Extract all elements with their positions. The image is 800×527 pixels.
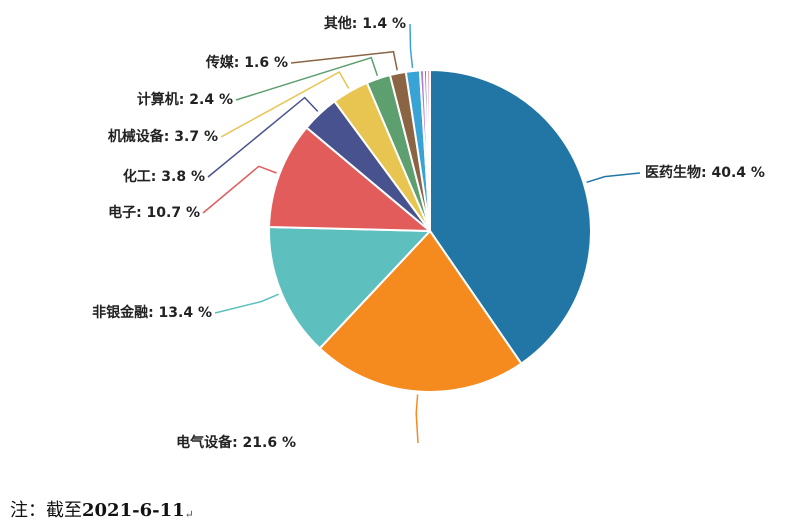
- footnote: 注：截至2021-6-11↵: [10, 496, 194, 522]
- footnote-date: 2021-6-11: [82, 500, 185, 521]
- slice-label-2: 电气设备: 21.6 %: [176, 434, 296, 451]
- pie-slices: [268, 69, 592, 393]
- slice-extra-3: [425, 69, 431, 232]
- slice-label-4: 电子: 10.7 %: [108, 204, 200, 221]
- slice-2: [318, 230, 523, 393]
- slice-label-6: 机械设备: 3.7 %: [108, 128, 218, 145]
- slice-4: [268, 126, 431, 232]
- leader-line-2: [415, 394, 419, 444]
- leader-line-5: [207, 96, 319, 178]
- leader-line-8: [290, 50, 398, 71]
- leader-line-6: [220, 70, 350, 138]
- slice-label-7: 计算机: 2.4 %: [137, 91, 233, 108]
- slice-label-3: 非银金融: 13.4 %: [92, 304, 212, 321]
- leader-line-4: [202, 165, 277, 214]
- leader-line-3: [214, 293, 279, 314]
- slice-label-5: 化工: 3.8 %: [123, 168, 205, 185]
- slice-label-8: 传媒: 1.6 %: [205, 54, 288, 71]
- leader-line-7: [235, 56, 379, 101]
- leader-line-1: [586, 172, 641, 184]
- leader-lines: [202, 23, 641, 444]
- slice-labels: 医药生物: 40.4 % 电气设备: 21.6 % 非银金融: 13.4 % 电子: …: [92, 15, 765, 451]
- slice-label-9: 其他: 1.4 %: [324, 15, 406, 32]
- slice-label-1: 医药生物: 40.4 %: [645, 164, 765, 181]
- footnote-prefix: 注：截至: [10, 500, 82, 521]
- slice-3: [268, 225, 431, 350]
- return-mark: ↵: [184, 508, 194, 521]
- slice-1: [429, 69, 592, 365]
- leader-line-9: [409, 23, 414, 68]
